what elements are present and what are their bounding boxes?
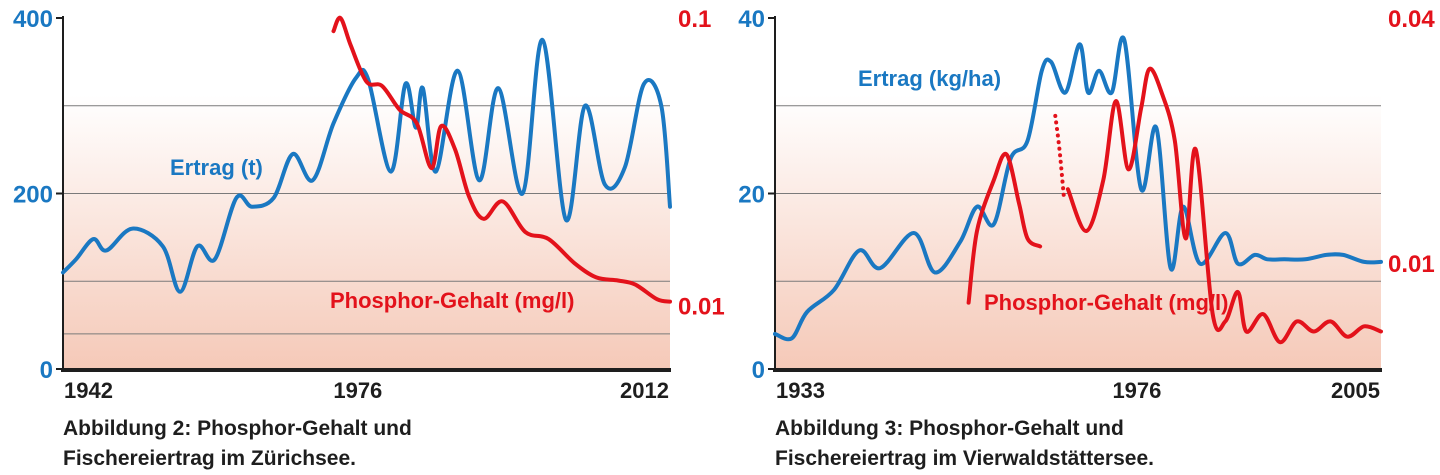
figure-caption-3: Abbildung 3: Phosphor-Gehalt und Fischer… — [775, 414, 1154, 474]
chart-zurichsee: 0 200 400 1942 1976 2012 0.01 0.1 Ertrag (t) Phos… — [13, 6, 725, 403]
figure-caption-line: Fischereiertrag im Vierwaldstättersee. — [775, 447, 1154, 470]
series-line — [61, 37, 672, 294]
figure-caption-line: Abbildung 2: Phosphor-Gehalt und — [63, 417, 412, 440]
series-label: Ertrag (kg/ha) — [858, 66, 1001, 91]
x-tick-label: 1976 — [333, 378, 382, 403]
x-tick-label: 1976 — [1112, 378, 1161, 403]
series-line — [773, 35, 1383, 342]
series-line — [331, 15, 672, 304]
x-tick-label: 2012 — [620, 378, 669, 403]
y-right-tick-label: 0.01 — [678, 293, 725, 320]
y-tick-label: 20 — [738, 182, 765, 209]
series-label: Phosphor-Gehalt (mg/l) — [330, 288, 574, 313]
series-label: Phosphor-Gehalt (mg/l) — [984, 290, 1228, 315]
figure-caption-line: Fischereiertrag im Zürichsee. — [63, 447, 356, 470]
y-tick-label: 400 — [13, 6, 53, 33]
y-tick-label: 200 — [13, 182, 53, 209]
figure-caption-line: Abbildung 3: Phosphor-Gehalt und — [775, 417, 1124, 440]
y-right-tick-label: 0.04 — [1388, 6, 1435, 33]
y-right-tick-label: 0.1 — [678, 6, 711, 33]
x-tick-label: 1933 — [776, 378, 825, 403]
series-line — [1053, 113, 1066, 198]
y-tick-label: 40 — [738, 6, 765, 33]
series-line — [966, 151, 1043, 305]
x-tick-label: 2005 — [1331, 378, 1380, 403]
series-label: Ertrag (t) — [170, 155, 263, 180]
y-right-tick-label: 0.01 — [1388, 251, 1435, 278]
y-tick-label: 0 — [40, 357, 53, 384]
figure-caption-2: Abbildung 2: Phosphor-Gehalt und Fischer… — [63, 414, 412, 474]
series-line — [1065, 66, 1383, 345]
x-tick-label: 1942 — [64, 378, 113, 403]
y-tick-label: 0 — [752, 357, 765, 384]
chart-vierwaldstaettersee: 0 20 40 1933 1976 2005 0.01 0.04 Ertrag (kg/ha) P… — [738, 6, 1435, 403]
